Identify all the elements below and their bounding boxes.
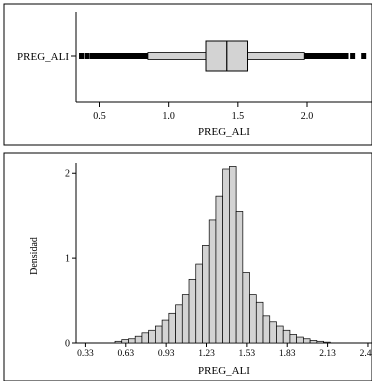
boxplot-x-tick-label: 0.5 <box>93 111 106 122</box>
histogram-x-ticks: 0.33 0.63 0.93 1.23 1.53 1.83 2.13 2.43 <box>77 343 372 359</box>
boxplot-outlier-point <box>350 53 356 59</box>
histogram-bar <box>188 278 197 344</box>
histogram-x-tick-label: 2.43 <box>360 349 372 359</box>
histogram-bar <box>181 294 190 344</box>
histogram-x-axis-title: PREG_ALI <box>198 365 250 377</box>
histogram-x-tick-label: 0.63 <box>117 349 134 359</box>
histogram-bar <box>282 329 291 344</box>
histogram-bar <box>128 338 136 344</box>
histogram-bar <box>161 319 170 344</box>
boxplot-x-axis-title: PREG_ALI <box>198 126 250 138</box>
histogram-bar <box>276 325 284 344</box>
histogram-bar <box>215 195 224 344</box>
histogram-bar <box>289 334 298 344</box>
histogram-panel: 0.33 0.63 0.93 1.23 1.53 1.83 2.13 2.43 0 1 2 Den… <box>3 152 372 381</box>
histogram-x-tick-label: 0.93 <box>158 349 175 359</box>
histogram-bar <box>303 338 311 344</box>
boxplot-body <box>147 40 305 72</box>
histogram-panel-border <box>3 152 372 381</box>
histogram-bar <box>242 272 250 344</box>
histogram-bar <box>269 321 277 344</box>
boxplot-x-tick-label: 1.5 <box>232 111 245 122</box>
histogram-x-tick-label: 1.53 <box>239 349 256 359</box>
histogram-bar <box>168 312 176 344</box>
boxplot-outlier-point <box>361 53 367 59</box>
histogram-bar <box>114 340 123 344</box>
histogram-bar <box>235 211 244 344</box>
histogram-bar <box>309 340 318 344</box>
histogram-bar <box>262 315 271 344</box>
histogram-bar <box>202 245 210 344</box>
histogram-bar <box>148 329 156 344</box>
histogram-y-axis-title: Densidad <box>29 237 40 275</box>
boxplot-x-ticks: 0.5 1.0 1.5 2.0 <box>93 102 313 122</box>
histogram-bar <box>249 294 257 344</box>
histogram-bar <box>323 341 331 344</box>
boxplot-outliers <box>79 53 367 59</box>
boxplot-x-tick-label: 1.0 <box>162 111 175 122</box>
boxplot-category-label: PREG_ALI <box>17 51 69 63</box>
histogram-bars <box>114 166 331 344</box>
boxplot-outlier-band <box>304 53 349 59</box>
boxplot-outlier-band <box>89 53 148 59</box>
histogram-bar <box>134 335 143 344</box>
boxplot-panel: PREG_ALI 0.5 1.0 1.5 2.0 PREG_ALI <box>3 3 372 146</box>
histogram-y-tick-label: 2 <box>65 169 70 180</box>
histogram-x-tick-label: 1.83 <box>279 349 296 359</box>
histogram-bar <box>229 166 237 344</box>
histogram-bar <box>155 325 163 344</box>
histogram-x-tick-label: 0.33 <box>77 349 94 359</box>
boxplot-outlier-point <box>84 53 90 59</box>
histogram-y-ticks: 0 1 2 <box>65 169 76 350</box>
histogram-x-tick-label: 2.13 <box>319 349 336 359</box>
histogram-bar <box>121 339 129 344</box>
histogram-bar <box>222 168 230 344</box>
histogram-bar <box>195 263 203 344</box>
histogram-bar <box>175 304 183 344</box>
boxplot-whisker-high <box>247 52 305 60</box>
histogram-bar <box>141 332 150 344</box>
histogram-bar <box>296 336 304 344</box>
boxplot-x-tick-label: 2.0 <box>301 111 314 122</box>
histogram-y-tick-label: 1 <box>65 254 70 265</box>
histogram-bar <box>316 340 324 344</box>
histogram-bar <box>208 219 217 344</box>
boxplot-outlier-point <box>79 53 85 59</box>
histogram-x-tick-label: 1.23 <box>198 349 215 359</box>
histogram-y-tick-label: 0 <box>65 339 70 350</box>
boxplot-panel-border <box>3 3 372 146</box>
histogram-bar <box>255 301 264 344</box>
boxplot-whisker-low <box>147 52 207 60</box>
